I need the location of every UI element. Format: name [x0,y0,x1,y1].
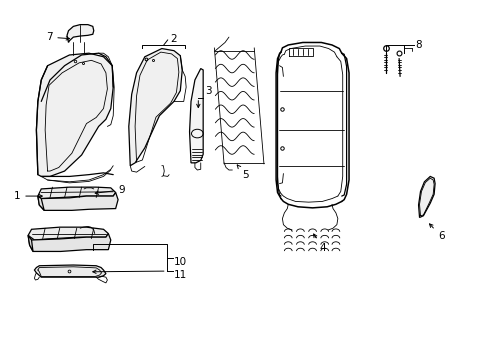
Polygon shape [128,49,182,166]
Polygon shape [38,193,118,210]
Polygon shape [28,234,111,251]
Text: 2: 2 [170,33,177,44]
Text: 10: 10 [174,257,187,267]
Polygon shape [34,265,106,277]
Polygon shape [38,187,116,199]
Text: 1: 1 [14,191,42,201]
Text: 7: 7 [46,32,69,42]
Text: 5: 5 [237,165,248,180]
Text: 11: 11 [174,270,187,280]
Text: 6: 6 [428,224,444,242]
Polygon shape [28,235,33,251]
Polygon shape [189,68,203,163]
Polygon shape [38,196,44,210]
Text: 4: 4 [313,234,325,253]
Text: 8: 8 [415,40,422,50]
Polygon shape [28,227,108,240]
Polygon shape [67,24,94,42]
Polygon shape [418,176,434,217]
Text: 9: 9 [95,185,125,195]
Polygon shape [36,53,113,176]
Text: 3: 3 [205,86,212,96]
